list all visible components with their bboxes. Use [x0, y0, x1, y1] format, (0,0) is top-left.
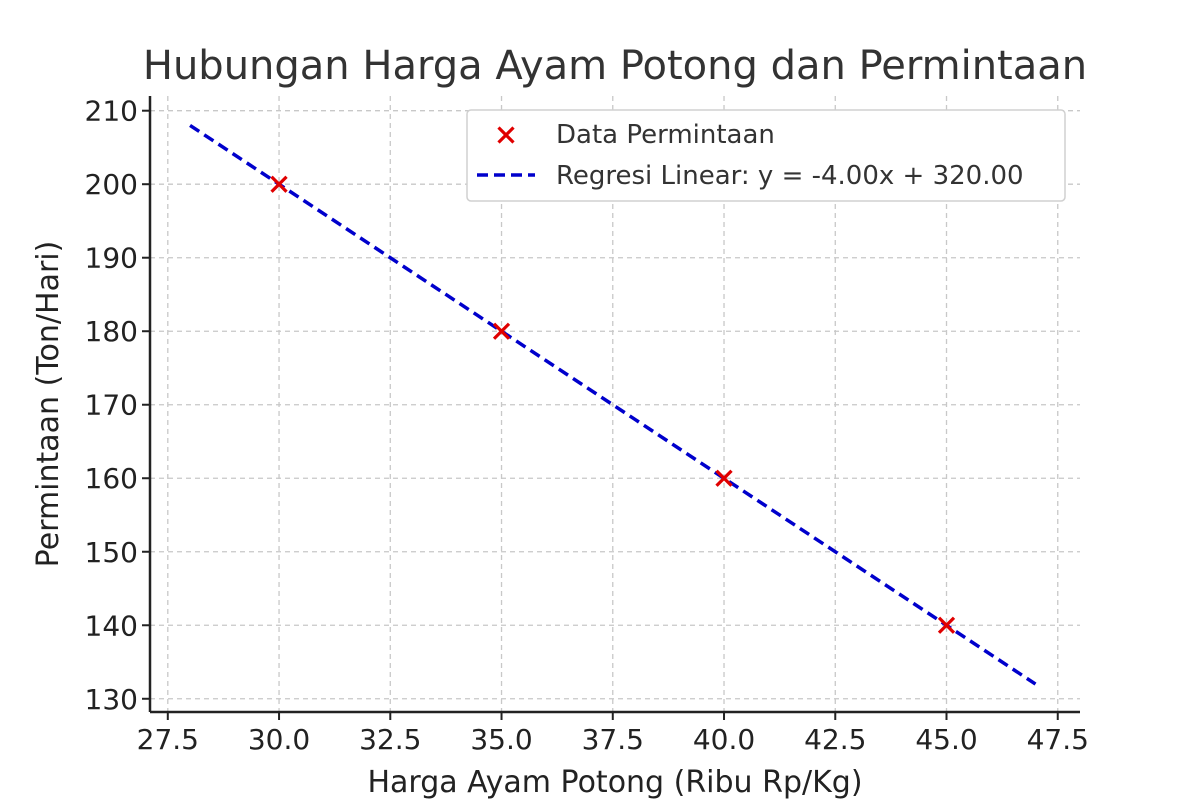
x-axis-ticks: 27.5 30.0 32.5 35.0 37.5 40.0 42.5 45.0 47.5	[137, 712, 1089, 756]
scatter-marker-layer	[270, 175, 956, 634]
legend-box	[466, 109, 1066, 202]
scatter-point	[492, 322, 511, 340]
y-axis-label: Permintaan (Ton/Hari)	[31, 241, 66, 568]
x-tick-label: 45.0	[915, 723, 977, 756]
y-tick-label: 190	[85, 242, 138, 275]
x-tick-label: 35.0	[470, 723, 532, 756]
y-axis-ticks: 130 140 150 160 170 180 190 200 210	[85, 95, 150, 716]
scatter-point	[715, 469, 733, 487]
y-tick-label: 210	[85, 95, 138, 128]
legend-label-regression: Regresi Linear: y = -4.00x + 320.00	[556, 161, 1024, 191]
legend-label-scatter: Data Permintaan	[556, 120, 775, 150]
x-tick-label: 30.0	[248, 723, 310, 756]
y-tick-label: 130	[85, 683, 138, 716]
y-tick-label: 170	[85, 389, 138, 422]
x-tick-label: 40.0	[693, 723, 755, 756]
x-tick-label: 32.5	[359, 723, 421, 756]
scatter-point	[270, 175, 288, 193]
y-tick-label: 180	[85, 315, 138, 348]
x-tick-label: 47.5	[1027, 723, 1089, 756]
y-tick-label: 150	[85, 536, 138, 569]
x-tick-label: 42.5	[804, 723, 866, 756]
x-axis-label: Harga Ayam Potong (Ribu Rp/Kg)	[367, 765, 862, 800]
y-tick-label: 140	[85, 609, 138, 642]
x-tick-label: 37.5	[582, 723, 644, 756]
x-tick-label: 27.5	[137, 723, 199, 756]
y-tick-label: 160	[85, 462, 138, 495]
legend: Data Permintaan Regresi Linear: y = -4.0…	[466, 109, 1066, 202]
scatter-point	[937, 616, 956, 634]
y-tick-label: 200	[85, 168, 138, 201]
chart-title: Hubungan Harga Ayam Potong dan Permintaa…	[143, 43, 1087, 89]
legend-scatter-marker	[497, 126, 515, 144]
